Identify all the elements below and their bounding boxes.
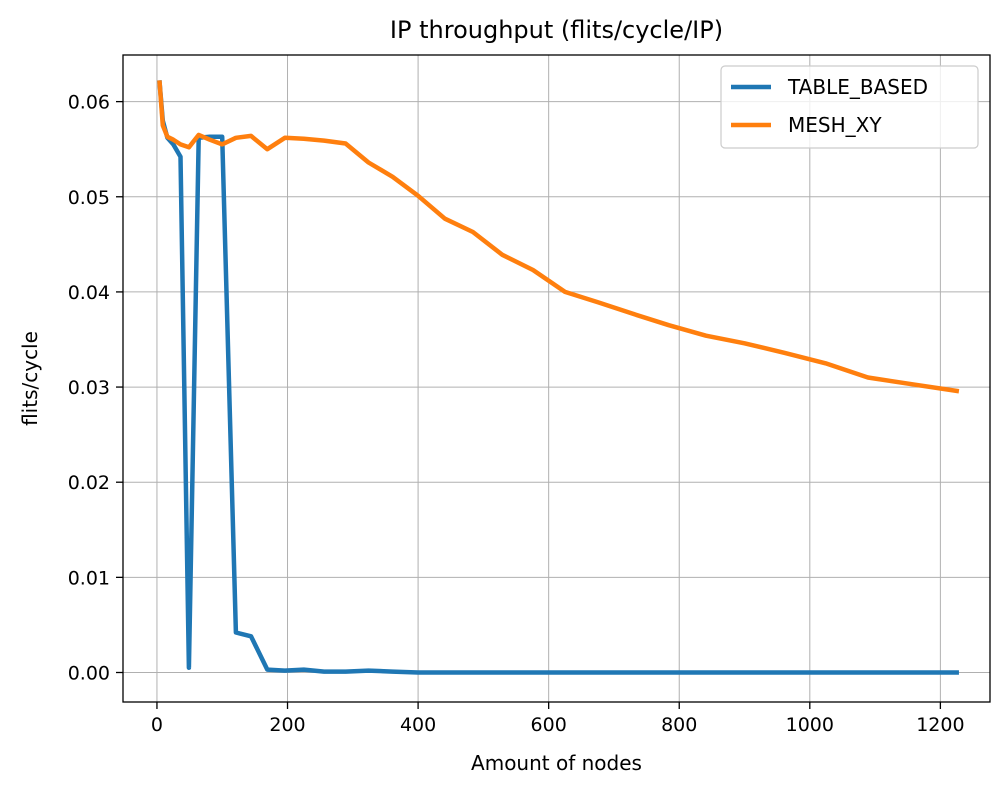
legend: TABLE_BASED MESH_XY <box>720 65 979 149</box>
legend-label: TABLE_BASED <box>787 75 928 99</box>
y-tick-label: 0.00 <box>68 663 110 685</box>
y-tick-label: 0.06 <box>68 92 110 114</box>
y-axis-label: flits/cycle <box>18 331 42 426</box>
series-line-table-based <box>157 80 959 675</box>
x-axis-label: Amount of nodes <box>471 751 642 775</box>
y-tick-label: 0.05 <box>68 187 110 209</box>
x-tick-label: 1200 <box>916 714 964 736</box>
axis-ticks: 0 200 400 600 800 1000 1200 0.00 0.01 0.02 0.03 0.0… <box>68 92 965 736</box>
x-tick-label: 1000 <box>786 714 834 736</box>
legend-label: MESH_XY <box>788 113 882 137</box>
x-tick-label: 0 <box>151 714 163 736</box>
y-tick-label: 0.02 <box>68 472 110 494</box>
x-tick-label: 600 <box>531 714 567 736</box>
y-tick-label: 0.04 <box>68 282 110 304</box>
y-tick-label: 0.01 <box>68 567 110 589</box>
x-tick-label: 400 <box>400 714 436 736</box>
legend-box <box>720 65 979 149</box>
plot-lines <box>157 80 960 675</box>
grid <box>123 55 990 702</box>
x-tick-label: 800 <box>661 714 697 736</box>
chart-title: IP throughput (flits/cycle/IP) <box>390 16 723 44</box>
series-line-mesh-xy <box>157 80 960 394</box>
plot-frame <box>122 54 991 703</box>
y-tick-label: 0.03 <box>68 377 110 399</box>
x-tick-label: 200 <box>269 714 305 736</box>
